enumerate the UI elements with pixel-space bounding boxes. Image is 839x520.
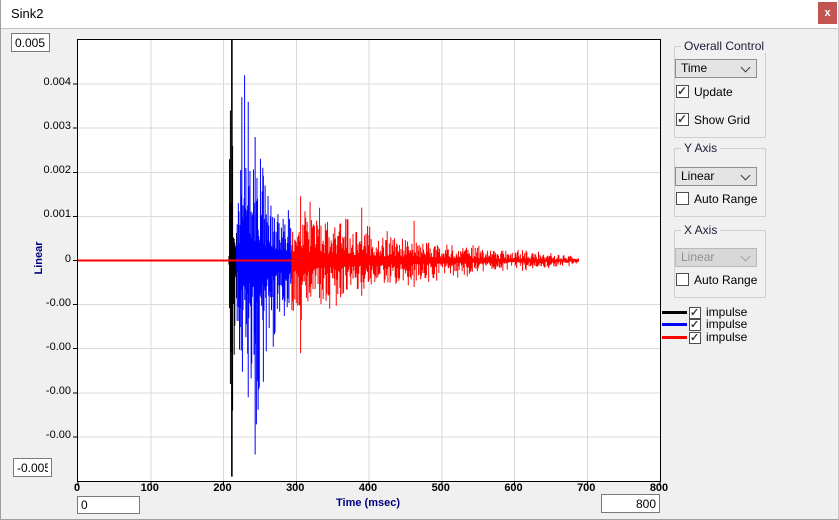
update-label: Update: [694, 85, 733, 99]
y-axis-group: Y Axis: [674, 141, 766, 217]
show-grid-checkbox[interactable]: [676, 112, 689, 126]
window-title: Sink2: [11, 6, 44, 21]
x-axis-group: X Axis: [674, 223, 766, 298]
y-tick-label: -0.00: [45, 296, 71, 309]
y-axis-group-title: Y Axis: [681, 141, 721, 155]
x-auto-range-checkbox[interactable]: [676, 273, 689, 286]
x-tick-label: 400: [358, 482, 378, 494]
x-tick-label: 500: [431, 482, 450, 494]
legend-checkbox[interactable]: [689, 318, 701, 331]
legend-label: impulse: [706, 330, 748, 344]
y-min-field[interactable]: [13, 458, 52, 477]
y-tick-label: 0.001: [43, 208, 71, 221]
waveform-chart: [73, 40, 661, 486]
y-auto-range-label: Auto Range: [694, 192, 758, 206]
plot-area: [73, 39, 661, 486]
x-tick-label: 0: [73, 482, 81, 494]
legend-line-swatch: [662, 323, 687, 326]
y-auto-range-checkbox[interactable]: [676, 192, 689, 205]
legend-line-swatch: [662, 311, 687, 314]
y-tick-label: 0.002: [43, 164, 71, 177]
x-tick-label: 800: [649, 482, 669, 494]
overall-dropdown-value: Time: [681, 61, 708, 75]
update-checkbox[interactable]: [676, 84, 689, 98]
y-axis-dropdown-value: Linear: [681, 169, 715, 183]
y-tick-label: 0.004: [43, 76, 71, 89]
chevron-down-icon: [740, 62, 751, 73]
legend-item: impulse: [662, 305, 838, 319]
overall-control-title: Overall Control: [681, 39, 768, 53]
y-tick-label: -0.00: [45, 428, 71, 441]
y-axis-dropdown[interactable]: Linear: [675, 167, 757, 186]
legend-item: impulse: [662, 317, 838, 331]
x-tick-label: 100: [140, 482, 159, 494]
x-axis-dropdown: Linear: [675, 248, 757, 267]
legend-label: impulse: [706, 305, 748, 319]
x-tick-label: 700: [577, 482, 596, 494]
close-icon[interactable]: x: [818, 2, 837, 24]
legend-item: impulse: [662, 330, 838, 344]
x-tick-label: 600: [504, 482, 523, 494]
y-tick-label: -0.00: [45, 340, 71, 353]
legend-label: impulse: [706, 317, 748, 331]
x-axis-dropdown-value: Linear: [681, 250, 715, 264]
overall-control-group: Overall Control: [674, 39, 768, 138]
legend-checkbox[interactable]: [689, 331, 701, 344]
x-axis-group-title: X Axis: [681, 223, 721, 237]
chevron-down-icon: [740, 251, 751, 262]
y-tick-label: -0.00: [45, 384, 71, 397]
legend-line-swatch: [662, 336, 687, 339]
x-max-field[interactable]: [601, 494, 660, 513]
show-grid-label: Show Grid: [694, 113, 751, 127]
overall-dropdown[interactable]: Time: [675, 59, 757, 78]
x-auto-range-label: Auto Range: [694, 273, 758, 287]
x-tick-label: 200: [213, 482, 232, 494]
x-min-field[interactable]: [77, 496, 140, 514]
y-tick-label: 0.003: [43, 120, 71, 133]
title-bar: Sink2 x: [1, 0, 838, 29]
chevron-down-icon: [740, 170, 751, 181]
x-tick-label: 300: [286, 482, 305, 494]
y-max-field[interactable]: [11, 33, 50, 52]
x-axis-title: Time (msec): [336, 497, 400, 509]
y-tick-label: 0: [64, 252, 71, 265]
